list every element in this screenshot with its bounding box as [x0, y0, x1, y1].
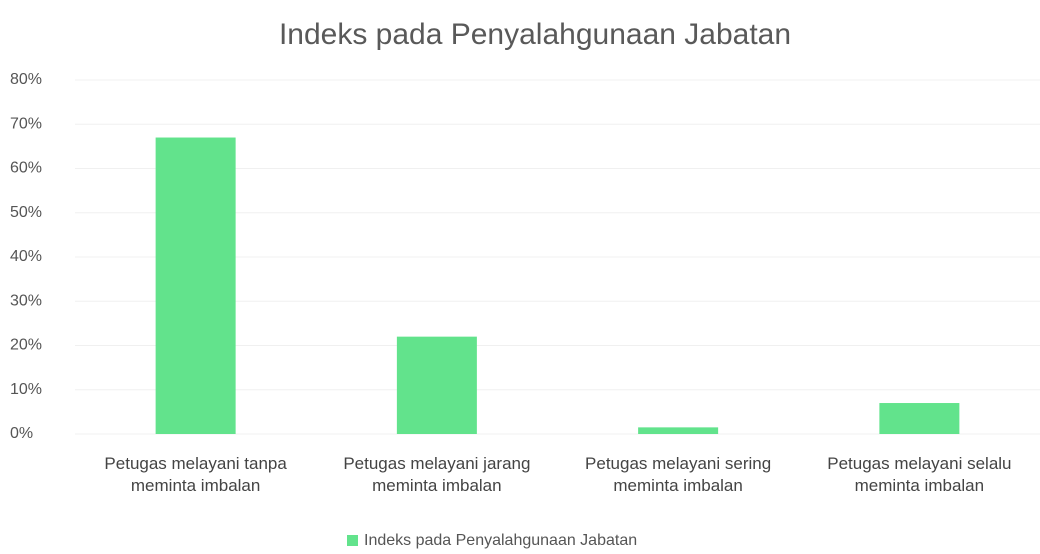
bar — [638, 427, 719, 434]
y-tick-label: 20% — [10, 337, 42, 354]
x-tick-label: Petugas melayani selalu meminta imbalan — [827, 454, 1012, 495]
y-tick-label: 40% — [10, 248, 42, 265]
bar — [155, 137, 236, 434]
y-tick-label: 30% — [10, 292, 42, 309]
y-tick-label: 0% — [10, 425, 33, 442]
legend-label: Indeks pada Penyalahgunaan Jabatan — [364, 532, 637, 549]
y-tick-label: 10% — [10, 381, 42, 398]
bar — [396, 336, 477, 434]
bar — [879, 403, 960, 434]
x-tick-label: Petugas melayani tanpa meminta imbalan — [104, 454, 287, 495]
chart-title: Indeks pada Penyalahgunaan Jabatan — [279, 18, 791, 51]
y-tick-label: 50% — [10, 204, 42, 221]
x-tick-label: Petugas melayani sering meminta imbalan — [585, 454, 772, 495]
y-tick-label: 60% — [10, 160, 42, 177]
legend-swatch — [347, 535, 358, 546]
y-tick-label: 80% — [10, 71, 42, 88]
x-tick-label: Petugas melayani jarang meminta imbalan — [343, 454, 531, 495]
y-tick-label: 70% — [10, 115, 42, 132]
